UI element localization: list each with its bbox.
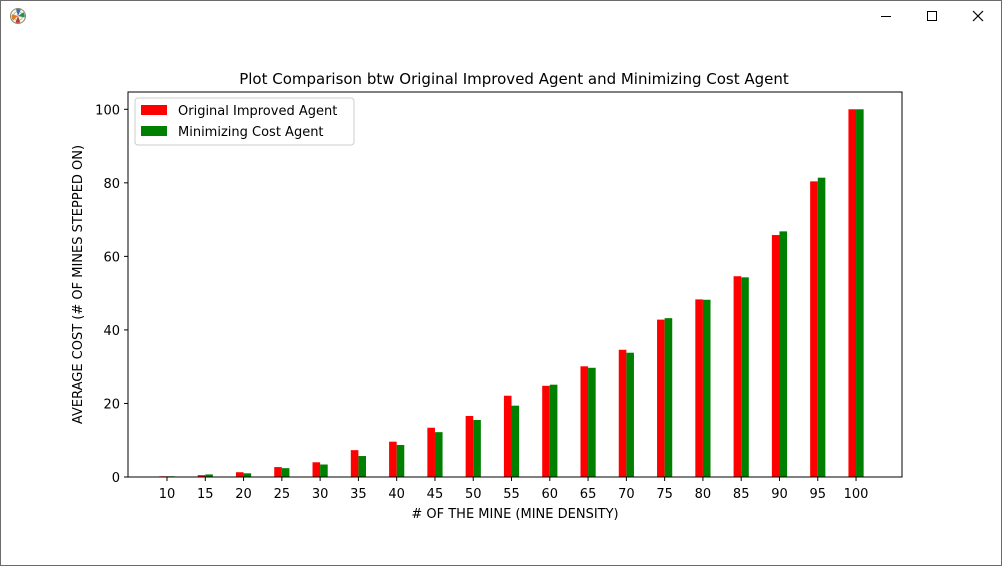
bar-minimizing-cost-agent-15 <box>205 474 213 477</box>
bar-minimizing-cost-agent-50 <box>473 420 481 477</box>
x-tick-label-60: 60 <box>542 487 559 502</box>
y-axis-ticks: 0 20 40 60 80 100 <box>95 103 128 486</box>
bar-minimizing-cost-agent-60 <box>549 384 558 477</box>
legend-frame <box>134 97 355 146</box>
bar-original-improved-agent-50 <box>465 415 474 477</box>
bar-original-improved-agent-100 <box>848 109 857 477</box>
bar-minimizing-cost-agent-90 <box>779 231 788 477</box>
x-tick-label-100: 100 <box>844 487 869 502</box>
bar-original-improved-agent-35 <box>350 450 359 477</box>
x-axis-label: # OF THE MINE (MINE DENSITY) <box>411 507 618 522</box>
x-tick-label-40: 40 <box>388 487 405 502</box>
bar-original-improved-agent-85 <box>733 276 742 477</box>
y-axis-label: AVERAGE COST (# OF MINES STEPPED ON) <box>71 145 86 424</box>
bar-original-improved-agent-75 <box>657 319 665 477</box>
y-tick-label-40: 40 <box>103 324 120 339</box>
x-tick-label-35: 35 <box>350 487 367 502</box>
x-tick-label-85: 85 <box>733 487 750 502</box>
x-tick-label-90: 90 <box>771 487 788 502</box>
x-tick-label-10: 10 <box>159 487 176 502</box>
bars-group <box>159 109 864 478</box>
legend-label-original-improved-agent: Original Improved Agent <box>178 104 337 119</box>
x-tick-label-45: 45 <box>427 487 444 502</box>
bar-minimizing-cost-agent-75 <box>664 318 673 477</box>
legend-swatch-original-improved-agent <box>141 105 167 115</box>
bar-original-improved-agent-40 <box>389 441 397 477</box>
bar-original-improved-agent-80 <box>695 299 703 477</box>
bar-original-improved-agent-70 <box>618 349 627 477</box>
bar-minimizing-cost-agent-70 <box>626 352 634 477</box>
legend-swatch-minimizing-cost-agent <box>141 126 167 136</box>
bar-minimizing-cost-agent-30 <box>320 464 328 477</box>
bar-original-improved-agent-55 <box>503 395 512 477</box>
bar-minimizing-cost-agent-80 <box>702 299 711 477</box>
y-tick-label-60: 60 <box>103 250 120 265</box>
minimize-button[interactable] <box>863 1 909 31</box>
bar-original-improved-agent-25 <box>274 467 282 477</box>
legend-label-minimizing-cost-agent: Minimizing Cost Agent <box>178 125 324 140</box>
bar-original-improved-agent-95 <box>810 181 818 478</box>
x-tick-label-25: 25 <box>274 487 291 502</box>
y-tick-label-80: 80 <box>103 177 120 192</box>
x-tick-label-70: 70 <box>618 487 635 502</box>
bar-minimizing-cost-agent-100 <box>856 109 864 477</box>
bar-original-improved-agent-30 <box>312 462 321 477</box>
y-tick-label-0: 0 <box>112 471 120 486</box>
bar-minimizing-cost-agent-65 <box>588 367 596 477</box>
y-tick-label-20: 20 <box>103 397 120 412</box>
title-bar[interactable] <box>1 1 1001 31</box>
x-tick-label-95: 95 <box>809 487 826 502</box>
bar-original-improved-agent-60 <box>542 385 550 477</box>
maximize-icon <box>927 11 937 21</box>
chart-title: Plot Comparison btw Original Improved Ag… <box>239 70 789 88</box>
bar-original-improved-agent-65 <box>580 366 589 477</box>
bar-minimizing-cost-agent-25 <box>281 468 290 477</box>
bar-minimizing-cost-agent-45 <box>434 432 443 477</box>
bar-minimizing-cost-agent-20 <box>243 473 252 477</box>
bar-original-improved-agent-20 <box>235 472 244 477</box>
bar-original-improved-agent-90 <box>771 235 780 477</box>
bar-minimizing-cost-agent-35 <box>358 456 366 477</box>
bar-original-improved-agent-15 <box>197 475 206 477</box>
bar-minimizing-cost-agent-85 <box>741 277 749 477</box>
bar-minimizing-cost-agent-95 <box>817 177 826 477</box>
bar-original-improved-agent-45 <box>427 427 435 477</box>
x-axis-ticks: 10 15 20 25 30 35 40 45 50 55 60 65 70 75 80 85 90 95 100 <box>159 477 869 502</box>
close-icon <box>972 10 984 22</box>
x-tick-label-30: 30 <box>312 487 329 502</box>
x-tick-label-75: 75 <box>656 487 673 502</box>
plot-area-frame <box>127 91 903 478</box>
bar-minimizing-cost-agent-40 <box>396 445 405 477</box>
x-tick-label-50: 50 <box>465 487 482 502</box>
matplotlib-figure-icon <box>10 8 26 24</box>
x-tick-label-20: 20 <box>235 487 252 502</box>
x-tick-label-65: 65 <box>580 487 597 502</box>
x-tick-label-15: 15 <box>197 487 214 502</box>
legend: Original Improved Agent Minimizing Cost … <box>134 97 355 146</box>
maximize-button[interactable] <box>909 1 955 31</box>
close-button[interactable] <box>955 1 1001 31</box>
bar-minimizing-cost-agent-55 <box>511 405 520 477</box>
minimize-icon <box>881 16 891 17</box>
bar-chart: Plot Comparison btw Original Improved Ag… <box>71 70 903 522</box>
x-tick-label-80: 80 <box>695 487 712 502</box>
x-tick-label-55: 55 <box>503 487 520 502</box>
y-tick-label-100: 100 <box>95 103 120 118</box>
